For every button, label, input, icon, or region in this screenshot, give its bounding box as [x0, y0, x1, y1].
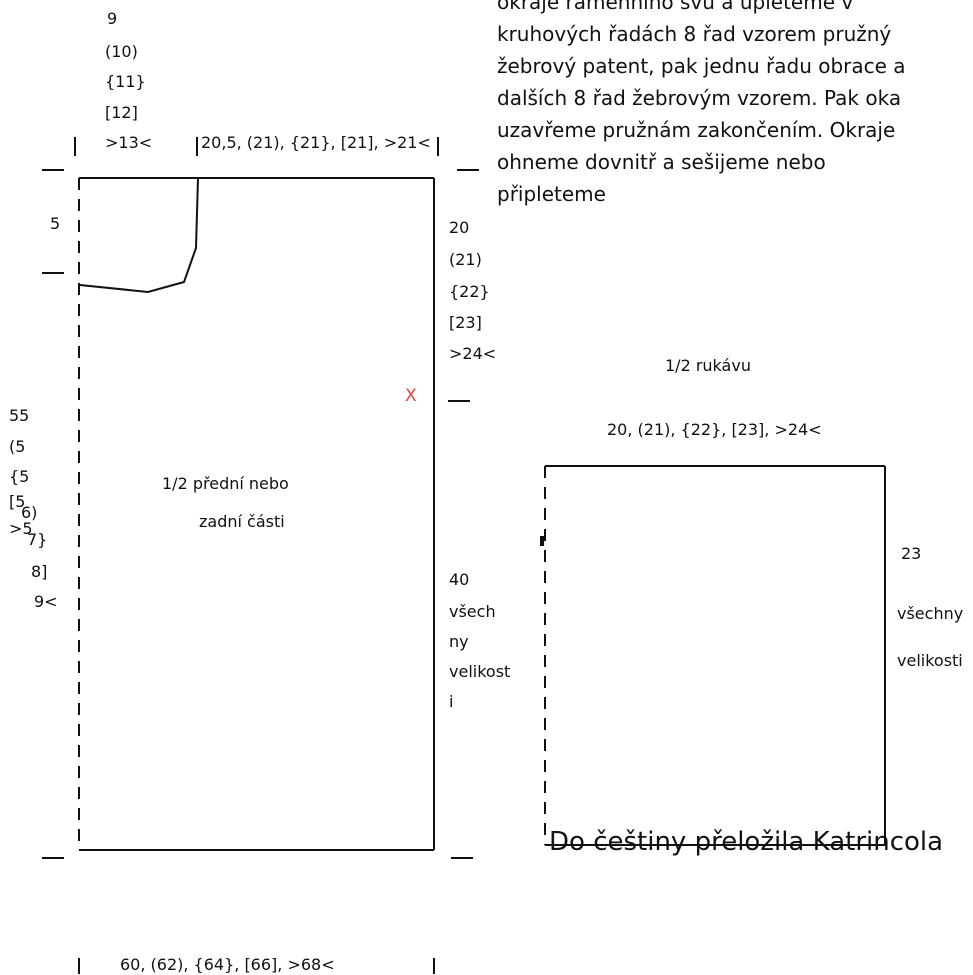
body-piece-subtitle: zadní části [199, 512, 285, 531]
armhole-marker: X [405, 386, 417, 406]
shoulder-width-label: 20,5, (21), {21}, [21], >21< [201, 133, 431, 152]
instruction-line: dalších 8 řad žebrovým vzorem. Pak oka [497, 86, 902, 110]
sleeve-fold-mark [540, 536, 544, 546]
armhole-depth-size: 20 [449, 218, 470, 237]
sleeve-outline [540, 465, 886, 846]
instruction-line: uzavřeme pružnám zakončením. Okraje [497, 118, 896, 142]
total-length-size: 8] [31, 562, 48, 581]
knitting-instructions: okraje ramenního švu a upleteme v kruhov… [497, 0, 967, 210]
neck-width-size: >13< [105, 133, 153, 152]
neck-width-size: 9 [107, 9, 118, 28]
body-piece-outline [78, 177, 435, 851]
side-length-text: všech [449, 602, 496, 621]
total-length-size: {5 [9, 467, 30, 486]
total-length-size: 55 [9, 406, 30, 425]
armhole-depth-size: >24< [449, 344, 497, 363]
instruction-line: připleteme [497, 182, 606, 206]
dimension-ticks [42, 137, 479, 974]
sleeve-length-note: velikosti [897, 651, 963, 670]
neck-depth-label: 5 [50, 214, 61, 233]
bottom-width-label: 60, (62), {64}, [66], >68< [120, 955, 335, 974]
total-length-size: 9< [34, 592, 58, 611]
side-length-text: velikost [449, 662, 511, 681]
sleeve-length-value: 23 [901, 544, 922, 563]
total-length-size: >5 [9, 519, 33, 538]
sleeve-title: 1/2 rukávu [665, 356, 751, 375]
instruction-line: ohneme dovnitř a sešijeme nebo [497, 150, 826, 174]
side-length-text: ny [449, 632, 469, 651]
total-length-size: 7} [27, 530, 48, 549]
total-length-size: (5 [9, 437, 26, 456]
body-piece-title: 1/2 přední nebo [162, 474, 289, 493]
armhole-depth-size: {22} [449, 282, 490, 301]
neckline-curve [79, 177, 199, 294]
instruction-line: kruhových řadách 8 řad vzorem pružný [497, 22, 892, 46]
total-length-size: [5 [9, 492, 26, 511]
armhole-depth-size: (21) [449, 250, 482, 269]
total-length-size: 6) [21, 503, 38, 522]
instruction-line: okraje ramenního švu a upleteme v [497, 0, 854, 14]
side-length-text: i [449, 692, 454, 711]
sleeve-width-label: 20, (21), {22}, [23], >24< [607, 420, 822, 439]
instruction-line: žebrový patent, pak jednu řadu obrace a [497, 54, 906, 78]
neck-width-size: [12] [105, 103, 138, 122]
neck-width-size: {11} [105, 72, 146, 91]
neck-width-size: (10) [105, 42, 138, 61]
armhole-depth-size: [23] [449, 313, 482, 332]
translator-credit: Do češtiny přeložila Katrincola [549, 827, 944, 857]
sleeve-length-note: všechny [897, 604, 964, 623]
side-length-text: 40 [449, 570, 470, 589]
